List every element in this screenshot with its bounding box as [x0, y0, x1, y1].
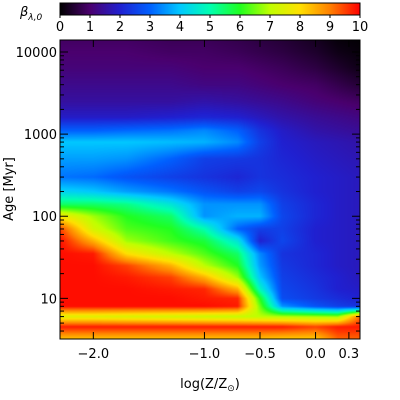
y-axis: 10 100 1000 10000	[16, 46, 360, 332]
colorbar-tick-label: 1	[86, 20, 94, 35]
plot-frame	[59, 39, 361, 340]
colorbar: βλ,0 0 1 2 3 4 5 6 7 8 9 10	[19, 2, 368, 35]
y-axis-title-main: Age	[2, 196, 17, 221]
x-tick-label: 0.3	[339, 347, 360, 362]
y-axis-title: Age [Myr]	[2, 157, 17, 221]
y-tick-label: 10000	[16, 46, 57, 61]
colorbar-tick-label: 6	[236, 20, 244, 35]
colorbar-label: βλ,0	[19, 5, 42, 23]
colorbar-tick-label: 7	[266, 20, 274, 35]
colorbar-tick-label: 9	[326, 20, 334, 35]
colorbar-tick-label: 3	[146, 20, 154, 35]
colorbar-tick-label: 10	[352, 20, 369, 35]
colorbar-tick-label: 4	[176, 20, 184, 35]
colorbar-tick-label: 5	[206, 20, 214, 35]
colorbar-ticks: 0 1 2 3 4 5 6 7 8 9 10	[56, 15, 368, 35]
colorbar-label-subscript: λ,0	[27, 13, 42, 23]
x-tick-label: −1.0	[189, 347, 221, 362]
colorbar-label-symbol: β	[19, 5, 28, 20]
x-tick-label: −2.0	[78, 347, 110, 362]
y-tick-label: 100	[32, 210, 57, 225]
heatmap-area	[59, 39, 361, 340]
colorbar-tick-label: 0	[56, 20, 64, 35]
x-axis-title-close: )	[235, 377, 240, 392]
x-axis-title-sub: ⊙	[227, 384, 235, 394]
colorbar-tick-label: 2	[116, 20, 124, 35]
colorbar-strip	[59, 2, 361, 16]
x-axis: −2.0 −1.0 −0.5 0.0 0.3	[78, 40, 360, 362]
heatmap-canvas	[60, 40, 360, 339]
y-axis-title-unit: [Myr]	[2, 157, 17, 191]
x-axis-title: log(Z/Z⊙)	[180, 377, 240, 394]
y-tick-label: 1000	[24, 128, 57, 143]
heatmap-canvas-holder	[60, 40, 360, 339]
y-tick-label: 10	[40, 292, 57, 307]
colorbar-tick-label: 8	[296, 20, 304, 35]
x-axis-title-main: log(Z/Z	[180, 377, 227, 392]
x-tick-label: 0.0	[305, 347, 326, 362]
x-tick-label: −0.5	[244, 347, 276, 362]
